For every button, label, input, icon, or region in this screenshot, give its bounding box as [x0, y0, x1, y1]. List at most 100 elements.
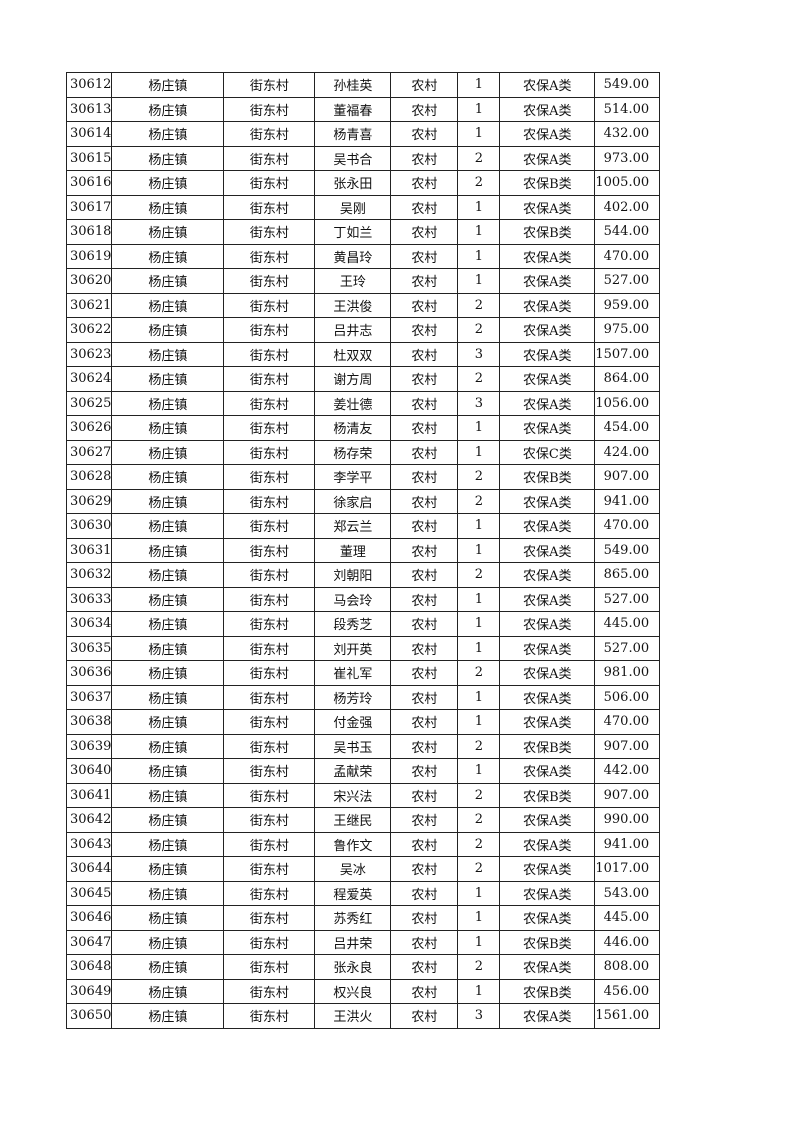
insurance-category-cell: 农保B类 [499, 782, 596, 808]
insurance-category-cell: 农保A类 [499, 954, 596, 980]
member-count-cell: 2 [457, 831, 501, 857]
village-cell: 街东村 [223, 292, 316, 318]
table-row: 30638 杨庄镇 街东村 付金强 农村 1 农保A类 470.00 [65, 709, 661, 735]
table-row: 30616 杨庄镇 街东村 张永田 农村 2 农保B类 1005.00 [65, 170, 661, 196]
table-row: 30615 杨庄镇 街东村 吴书合 农村 2 农保A类 973.00 [65, 145, 661, 171]
town-cell: 杨庄镇 [111, 978, 225, 1004]
amount-cell: 990.00 [594, 807, 661, 833]
household-type-cell: 农村 [390, 562, 459, 588]
table-row: 30627 杨庄镇 街东村 杨存荣 农村 1 农保C类 424.00 [65, 439, 661, 465]
table-row: 30640 杨庄镇 街东村 孟献荣 农村 1 农保A类 442.00 [65, 758, 661, 784]
person-name-cell: 杨青喜 [314, 121, 392, 147]
amount-cell: 1056.00 [594, 390, 661, 416]
village-cell: 街东村 [223, 96, 316, 122]
insurance-category-cell: 农保A类 [499, 537, 596, 563]
member-count-cell: 2 [457, 145, 501, 171]
person-name-cell: 付金强 [314, 709, 392, 735]
village-cell: 街东村 [223, 660, 316, 686]
village-cell: 街东村 [223, 366, 316, 392]
table-row: 30628 杨庄镇 街东村 李学平 农村 2 农保B类 907.00 [65, 464, 661, 490]
person-name-cell: 吴冰 [314, 856, 392, 882]
household-type-cell: 农村 [390, 635, 459, 661]
town-cell: 杨庄镇 [111, 145, 225, 171]
village-cell: 街东村 [223, 537, 316, 563]
member-count-cell: 1 [457, 415, 501, 441]
town-cell: 杨庄镇 [111, 390, 225, 416]
amount-cell: 456.00 [594, 978, 661, 1004]
person-name-cell: 张永良 [314, 954, 392, 980]
amount-cell: 1017.00 [594, 856, 661, 882]
table-row: 30629 杨庄镇 街东村 徐家启 农村 2 农保A类 941.00 [65, 488, 661, 514]
member-count-cell: 2 [457, 807, 501, 833]
amount-cell: 527.00 [594, 586, 661, 612]
town-cell: 杨庄镇 [111, 243, 225, 269]
household-type-cell: 农村 [390, 170, 459, 196]
person-name-cell: 刘朝阳 [314, 562, 392, 588]
village-cell: 街东村 [223, 562, 316, 588]
town-cell: 杨庄镇 [111, 954, 225, 980]
record-id-cell: 30625 [65, 390, 113, 416]
amount-cell: 445.00 [594, 611, 661, 637]
table-row: 30636 杨庄镇 街东村 崔礼军 农村 2 农保A类 981.00 [65, 660, 661, 686]
person-name-cell: 李学平 [314, 464, 392, 490]
amount-cell: 470.00 [594, 709, 661, 735]
town-cell: 杨庄镇 [111, 880, 225, 906]
village-cell: 街东村 [223, 145, 316, 171]
insurance-category-cell: 农保A类 [499, 635, 596, 661]
insurance-category-cell: 农保A类 [499, 807, 596, 833]
town-cell: 杨庄镇 [111, 317, 225, 343]
town-cell: 杨庄镇 [111, 537, 225, 563]
insurance-category-cell: 农保B类 [499, 170, 596, 196]
record-id-cell: 30623 [65, 341, 113, 367]
member-count-cell: 1 [457, 537, 501, 563]
household-type-cell: 农村 [390, 72, 459, 98]
member-count-cell: 2 [457, 733, 501, 759]
village-cell: 街东村 [223, 219, 316, 245]
table-row: 30632 杨庄镇 街东村 刘朝阳 农村 2 农保A类 865.00 [65, 562, 661, 588]
amount-cell: 981.00 [594, 660, 661, 686]
amount-cell: 470.00 [594, 513, 661, 539]
household-type-cell: 农村 [390, 660, 459, 686]
insurance-category-cell: 农保A类 [499, 268, 596, 294]
amount-cell: 907.00 [594, 782, 661, 808]
village-cell: 街东村 [223, 856, 316, 882]
record-id-cell: 30628 [65, 464, 113, 490]
person-name-cell: 孙桂英 [314, 72, 392, 98]
member-count-cell: 1 [457, 635, 501, 661]
insurance-category-cell: 农保A类 [499, 72, 596, 98]
table-row: 30625 杨庄镇 街东村 姜壮德 农村 3 农保A类 1056.00 [65, 390, 661, 416]
insurance-category-cell: 农保A类 [499, 856, 596, 882]
member-count-cell: 1 [457, 709, 501, 735]
village-cell: 街东村 [223, 684, 316, 710]
person-name-cell: 吕井志 [314, 317, 392, 343]
table-row: 30637 杨庄镇 街东村 杨芳玲 农村 1 农保A类 506.00 [65, 684, 661, 710]
town-cell: 杨庄镇 [111, 219, 225, 245]
amount-cell: 543.00 [594, 880, 661, 906]
village-cell: 街东村 [223, 611, 316, 637]
town-cell: 杨庄镇 [111, 856, 225, 882]
person-name-cell: 张永田 [314, 170, 392, 196]
table-row: 30649 杨庄镇 街东村 权兴良 农村 1 农保B类 456.00 [65, 978, 661, 1004]
record-id-cell: 30615 [65, 145, 113, 171]
amount-cell: 907.00 [594, 464, 661, 490]
member-count-cell: 1 [457, 929, 501, 955]
village-cell: 街东村 [223, 121, 316, 147]
person-name-cell: 程爱英 [314, 880, 392, 906]
table-row: 30642 杨庄镇 街东村 王继民 农村 2 农保A类 990.00 [65, 807, 661, 833]
table-row: 30613 杨庄镇 街东村 董福春 农村 1 农保A类 514.00 [65, 96, 661, 122]
table-row: 30621 杨庄镇 街东村 王洪俊 农村 2 农保A类 959.00 [65, 292, 661, 318]
town-cell: 杨庄镇 [111, 562, 225, 588]
household-type-cell: 农村 [390, 145, 459, 171]
household-type-cell: 农村 [390, 611, 459, 637]
amount-cell: 941.00 [594, 831, 661, 857]
town-cell: 杨庄镇 [111, 513, 225, 539]
person-name-cell: 崔礼军 [314, 660, 392, 686]
table-row: 30647 杨庄镇 街东村 吕井荣 农村 1 农保B类 446.00 [65, 929, 661, 955]
village-cell: 街东村 [223, 758, 316, 784]
household-type-cell: 农村 [390, 880, 459, 906]
record-id-cell: 30637 [65, 684, 113, 710]
household-type-cell: 农村 [390, 758, 459, 784]
member-count-cell: 2 [457, 954, 501, 980]
town-cell: 杨庄镇 [111, 268, 225, 294]
person-name-cell: 马会玲 [314, 586, 392, 612]
